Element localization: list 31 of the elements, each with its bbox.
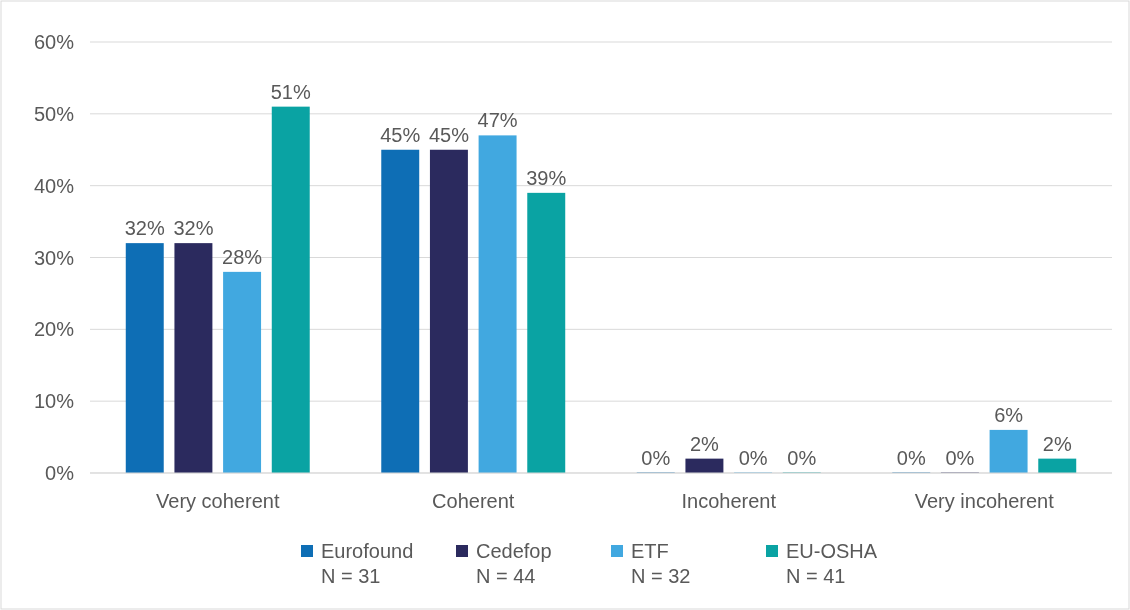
legend-label: ETF N = 32 — [631, 540, 691, 587]
x-tick-label: Incoherent — [681, 490, 777, 512]
legend-label: EU-OSHA N = 41 — [786, 540, 878, 587]
data-label: 2% — [1042, 432, 1072, 455]
x-tick-label: Very incoherent — [914, 490, 1055, 512]
data-label: 6% — [994, 403, 1024, 426]
y-tick-label: 50% — [33, 102, 75, 125]
data-label: 51% — [270, 80, 311, 103]
y-tick-label: 40% — [33, 174, 75, 197]
x-tick-label: Very coherent — [156, 490, 280, 512]
legend-label: Cedefop N = 44 — [476, 540, 552, 587]
data-label: 39% — [526, 166, 567, 189]
data-label: 0% — [896, 447, 926, 469]
data-label: 45% — [380, 123, 421, 146]
x-tick-label: Coherent — [432, 490, 515, 512]
y-tick-label: 10% — [33, 390, 75, 413]
data-label: 2% — [689, 432, 720, 455]
data-label: 47% — [477, 109, 518, 132]
y-tick-label: 0% — [45, 462, 75, 484]
data-label: 32% — [173, 217, 214, 240]
data-label: 45% — [428, 123, 470, 146]
data-label: 0% — [787, 447, 817, 469]
legend-label: Eurofound N = 31 — [321, 540, 414, 587]
y-tick-label: 30% — [33, 246, 75, 269]
data-label: 0% — [945, 447, 975, 469]
y-tick-label: 60% — [33, 31, 75, 53]
data-label: 0% — [738, 447, 768, 469]
data-label: 28% — [222, 245, 263, 268]
y-tick-label: 20% — [33, 318, 75, 341]
data-label: 0% — [641, 447, 671, 469]
data-label: 32% — [124, 217, 165, 240]
